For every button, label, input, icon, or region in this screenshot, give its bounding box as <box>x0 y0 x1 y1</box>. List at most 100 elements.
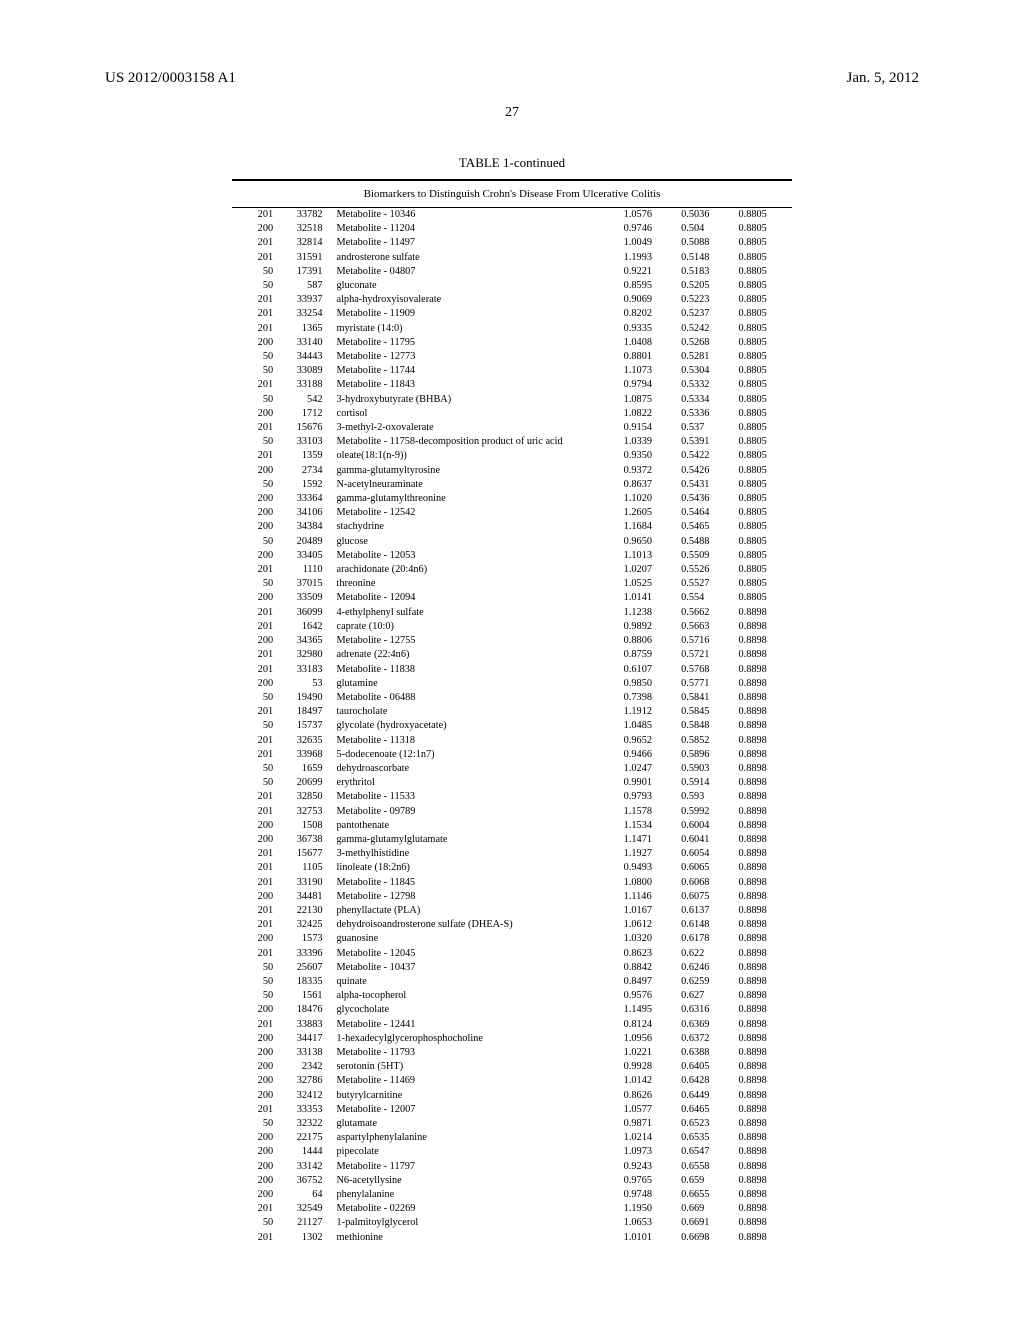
table-row: 201339685-dodecenoate (12:1n7)0.94660.58… <box>232 748 792 762</box>
table-cell: 200 <box>232 591 277 605</box>
table-cell: 0.9652 <box>620 734 677 748</box>
table-cell: 1.0576 <box>620 208 677 222</box>
table-cell: Metabolite - 12007 <box>333 1103 620 1117</box>
table-cell: 200 <box>232 890 277 904</box>
table-cell: 0.8898 <box>735 1018 792 1032</box>
table-row: 20133353Metabolite - 120071.05770.64650.… <box>232 1103 792 1117</box>
table-cell: 0.8898 <box>735 648 792 662</box>
table-row: 20036738gamma-glutamylglutamate1.14710.6… <box>232 833 792 847</box>
table-cell: Metabolite - 09789 <box>333 805 620 819</box>
table-cell: 1.0956 <box>620 1032 677 1046</box>
table-cell: 0.6316 <box>677 1003 734 1017</box>
table-cell: 0.622 <box>677 947 734 961</box>
table-row: 20133782Metabolite - 103461.05760.50360.… <box>232 208 792 222</box>
table-row: 2001444pipecolate1.09730.65470.8898 <box>232 1145 792 1159</box>
table-cell: 32549 <box>277 1202 332 1216</box>
table-cell: 0.8898 <box>735 961 792 975</box>
table-cell: 0.6428 <box>677 1074 734 1088</box>
table-cell: 0.8898 <box>735 762 792 776</box>
table-cell: 0.6068 <box>677 876 734 890</box>
table-cell: 0.5237 <box>677 307 734 321</box>
table-cell: 200 <box>232 833 277 847</box>
table-row: 2011359oleate(18:1(n-9))0.93500.54220.88… <box>232 449 792 463</box>
table-row: 20034481Metabolite - 127981.11460.60750.… <box>232 890 792 904</box>
table-row: 501561alpha-tocopherol0.95760.6270.8898 <box>232 989 792 1003</box>
table-cell: 19490 <box>277 691 332 705</box>
table-cell: 0.6698 <box>677 1231 734 1245</box>
table-cell: 1.0142 <box>620 1074 677 1088</box>
table-cell: 1359 <box>277 449 332 463</box>
table-cell: 0.8898 <box>735 1074 792 1088</box>
table-cell: 200 <box>232 1188 277 1202</box>
table-cell: 0.9221 <box>620 265 677 279</box>
table-cell: 201 <box>232 208 277 222</box>
table-cell: 0.5488 <box>677 535 734 549</box>
table-cell: 1.1684 <box>620 520 677 534</box>
table-cell: 0.6405 <box>677 1060 734 1074</box>
table-cell: 1.1146 <box>620 890 677 904</box>
table-cell: alpha-hydroxyisovalerate <box>333 293 620 307</box>
table-cell: 201 <box>232 236 277 250</box>
table-row: 20053glutamine0.98500.57710.8898 <box>232 677 792 691</box>
table-cell: 0.8805 <box>735 549 792 563</box>
table-cell: 1.0408 <box>620 336 677 350</box>
table-row: 201156763-methyl-2-oxovalerate0.91540.53… <box>232 421 792 435</box>
table-cell: dehydroisoandrosterone sulfate (DHEA-S) <box>333 918 620 932</box>
table-cell: 1.1013 <box>620 549 677 563</box>
table-cell: 0.5391 <box>677 435 734 449</box>
table-cell: 0.8898 <box>735 1089 792 1103</box>
table-cell: 33103 <box>277 435 332 449</box>
table-cell: 36099 <box>277 606 332 620</box>
table-cell: 0.5242 <box>677 322 734 336</box>
table-cell: 201 <box>232 904 277 918</box>
table-row: 5018335quinate0.84970.62590.8898 <box>232 975 792 989</box>
table-cell: 2342 <box>277 1060 332 1074</box>
table-row: 20132425dehydroisoandrosterone sulfate (… <box>232 918 792 932</box>
table-cell: 33509 <box>277 591 332 605</box>
table-cell: 0.8805 <box>735 421 792 435</box>
table-cell: 1592 <box>277 478 332 492</box>
table-cell: Metabolite - 12094 <box>333 591 620 605</box>
table-cell: 0.5268 <box>677 336 734 350</box>
table-cell: erythritol <box>333 776 620 790</box>
table-cell: 0.9650 <box>620 535 677 549</box>
table-cell: 0.8898 <box>735 1131 792 1145</box>
table-cell: 3-methyl-2-oxovalerate <box>333 421 620 435</box>
table-cell: 0.8805 <box>735 378 792 392</box>
table-cell: 1.1578 <box>620 805 677 819</box>
table-row: 5019490Metabolite - 064880.73980.58410.8… <box>232 691 792 705</box>
table-cell: 0.6259 <box>677 975 734 989</box>
table-row: 505423-hydroxybutyrate (BHBA)1.08750.533… <box>232 393 792 407</box>
table-row: 20122130phenyllactate (PLA)1.01670.61370… <box>232 904 792 918</box>
table-cell: glycocholate <box>333 1003 620 1017</box>
table-cell: 0.8805 <box>735 322 792 336</box>
table-cell: 0.5088 <box>677 236 734 250</box>
table-cell: 0.5845 <box>677 705 734 719</box>
table-cell: 0.5721 <box>677 648 734 662</box>
table-cell: 0.6004 <box>677 819 734 833</box>
table-cell: 0.6075 <box>677 890 734 904</box>
table-cell: 1365 <box>277 322 332 336</box>
table-cell: Metabolite - 12773 <box>333 350 620 364</box>
table-cell: 0.6388 <box>677 1046 734 1060</box>
table-cell: 0.8898 <box>735 989 792 1003</box>
table-cell: arachidonate (20:4n6) <box>333 563 620 577</box>
table-cell: 0.6054 <box>677 847 734 861</box>
table-cell: 0.8898 <box>735 1202 792 1216</box>
table-body: 20133782Metabolite - 103461.05760.50360.… <box>232 208 792 1245</box>
table-row: 20132635Metabolite - 113180.96520.58520.… <box>232 734 792 748</box>
table-cell: 0.8595 <box>620 279 677 293</box>
table-row: 20133937alpha-hydroxyisovalerate0.90690.… <box>232 293 792 307</box>
table-cell: 0.8898 <box>735 932 792 946</box>
table-cell: 37015 <box>277 577 332 591</box>
table-cell: 3-methylhistidine <box>333 847 620 861</box>
table-cell: 0.6137 <box>677 904 734 918</box>
table-cell: 0.8898 <box>735 1060 792 1074</box>
table-row: 20133190Metabolite - 118451.08000.60680.… <box>232 876 792 890</box>
table-cell: 0.6372 <box>677 1032 734 1046</box>
table-cell: quinate <box>333 975 620 989</box>
table-cell: 200 <box>232 464 277 478</box>
table-cell: oleate(18:1(n-9)) <box>333 449 620 463</box>
table-cell: 1.0577 <box>620 1103 677 1117</box>
table-cell: 0.8497 <box>620 975 677 989</box>
